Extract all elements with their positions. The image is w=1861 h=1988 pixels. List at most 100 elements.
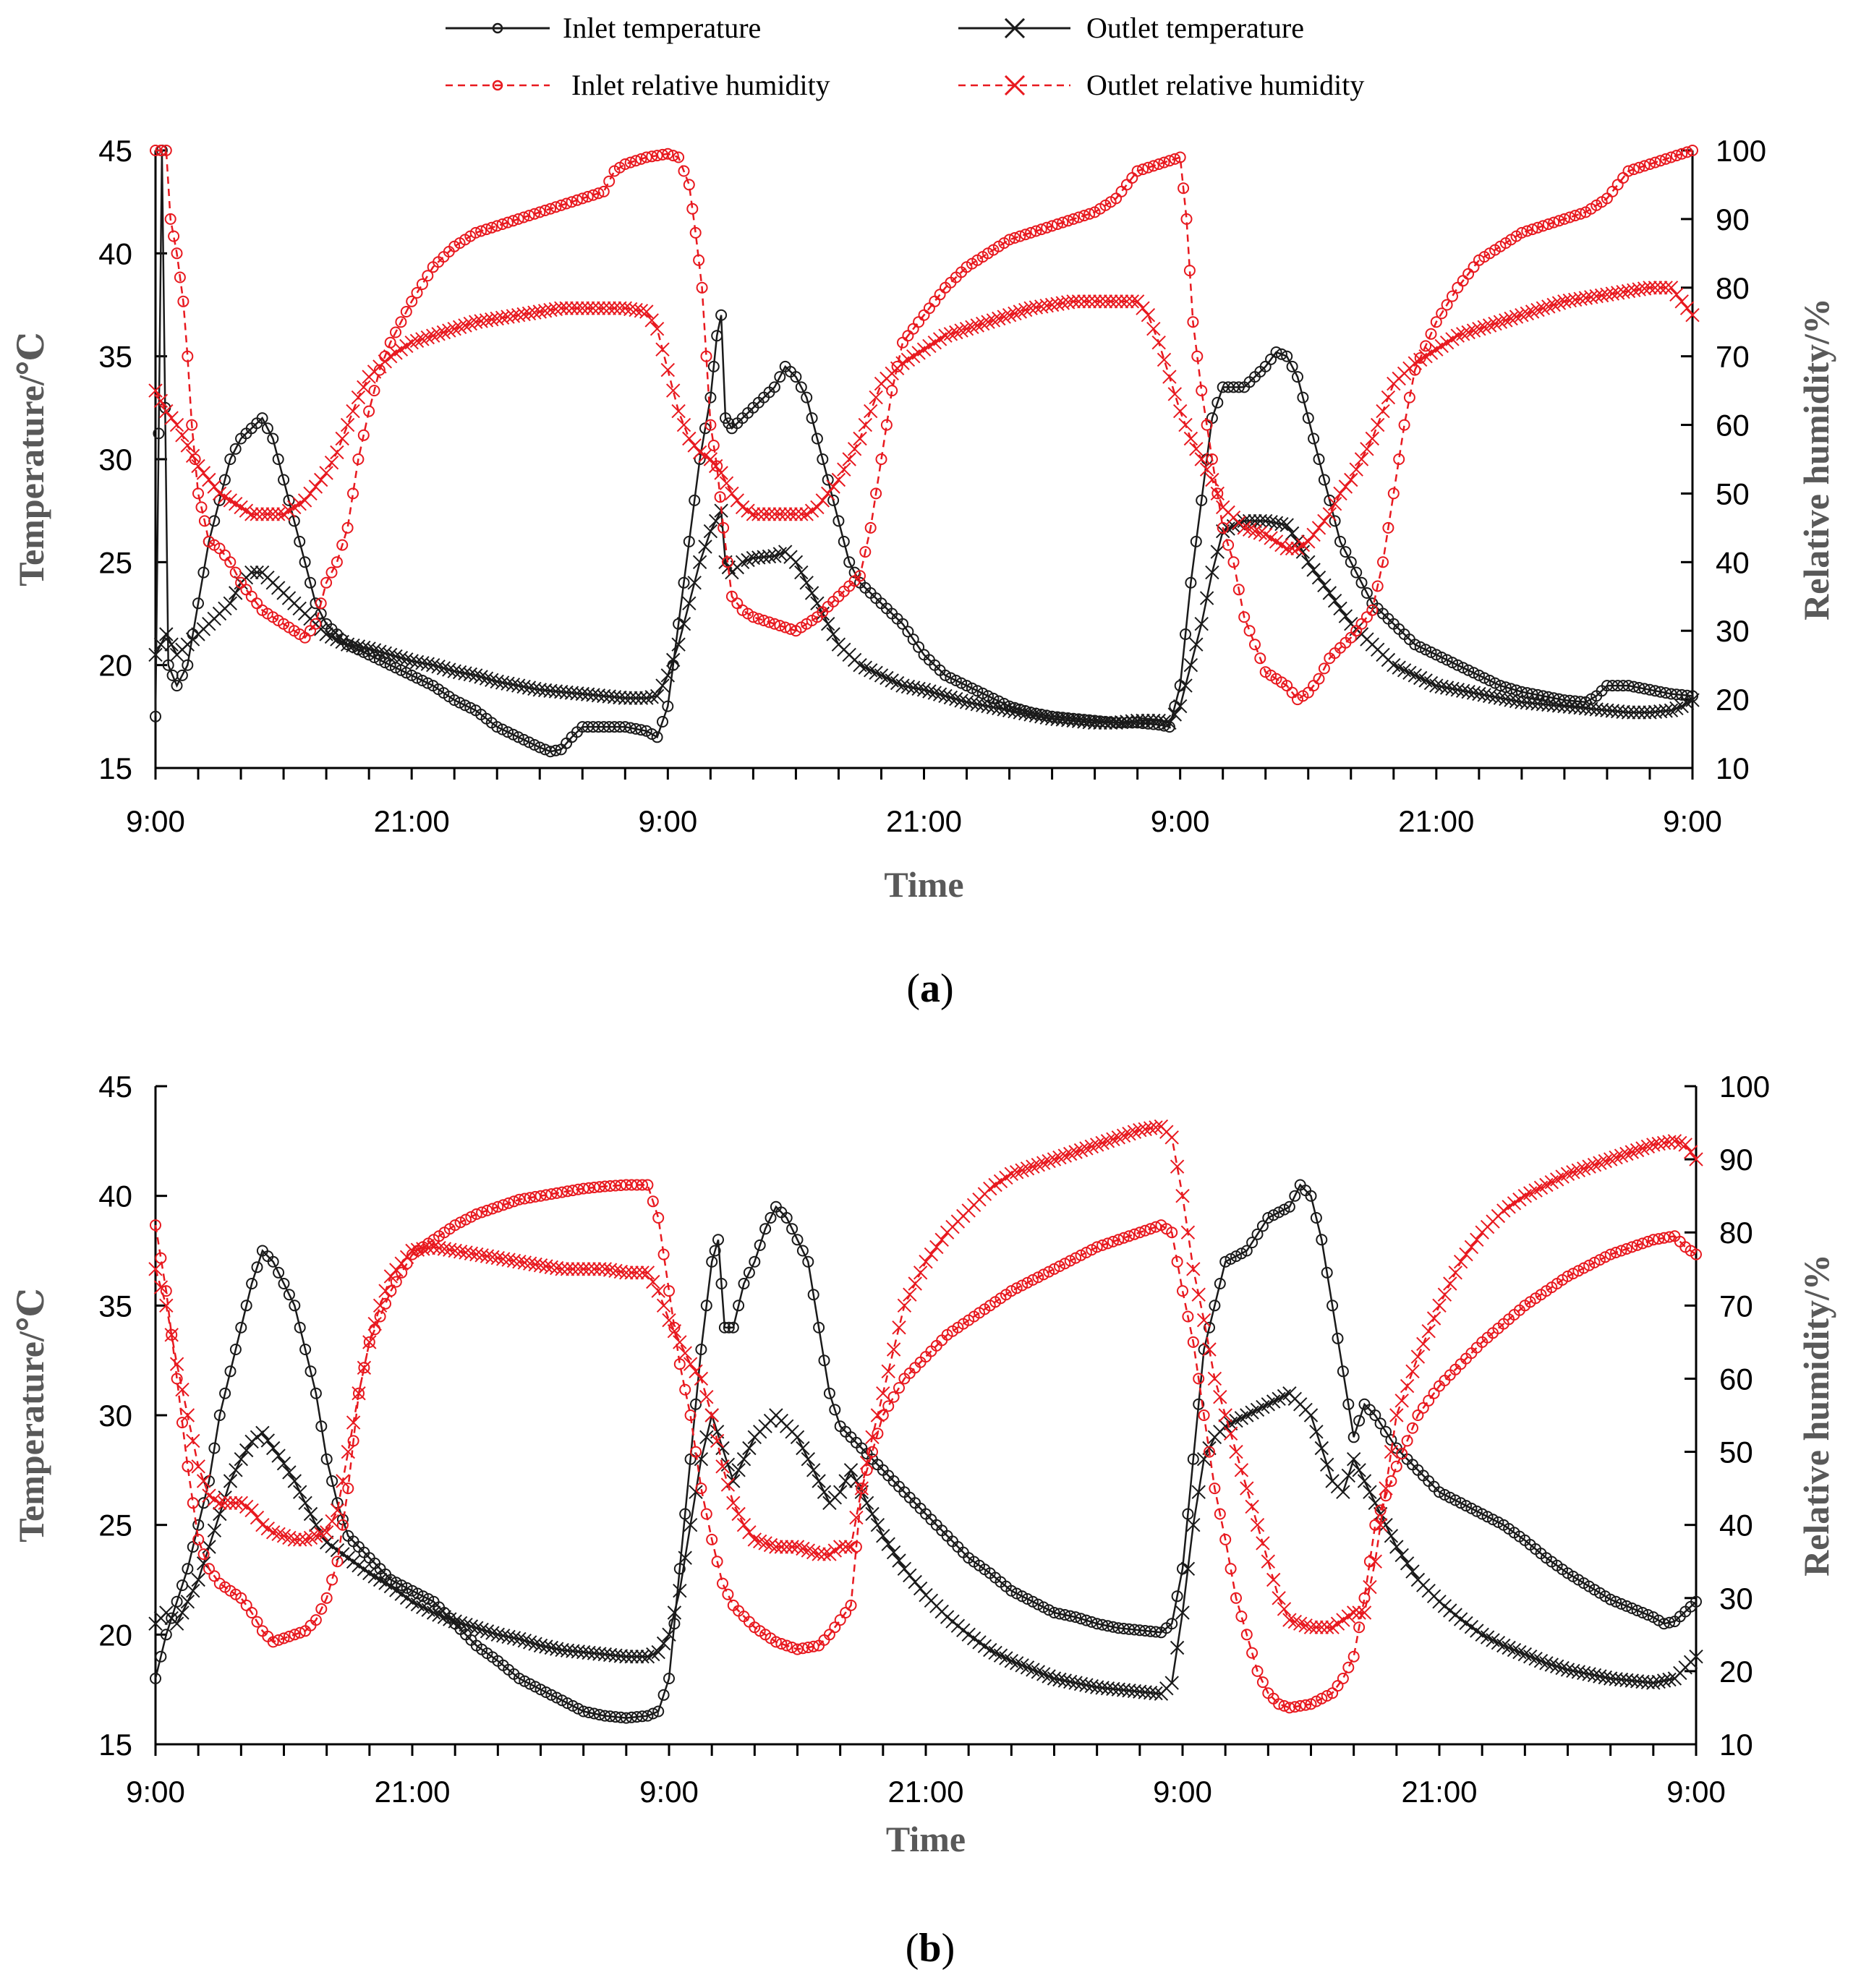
y-tick-label-left: 25 [98, 545, 132, 579]
data-point [335, 431, 349, 446]
data-point [722, 556, 733, 568]
data-point [586, 301, 600, 315]
data-point [875, 453, 887, 465]
data-point [1681, 146, 1693, 158]
x-tick-label: 9:00 [1153, 1775, 1212, 1809]
data-point [1567, 1268, 1579, 1280]
data-point [1373, 1517, 1388, 1532]
data-point [1654, 686, 1666, 698]
data-point [673, 1335, 687, 1349]
data-point [513, 1193, 525, 1206]
data-point [657, 1248, 670, 1260]
x-tick-label: 9:00 [126, 1775, 185, 1809]
data-point [1679, 301, 1695, 315]
data-point [357, 380, 371, 395]
data-point [673, 1583, 687, 1598]
data-point [1324, 494, 1336, 506]
data-point [1654, 155, 1666, 167]
data-point [244, 565, 259, 580]
data-point [665, 383, 681, 398]
data-point [271, 507, 286, 521]
data-point [1576, 1161, 1591, 1176]
data-point [630, 155, 642, 167]
data-point [758, 1536, 772, 1550]
data-point [239, 1443, 254, 1458]
data-point [818, 1355, 830, 1367]
data-point [1314, 1620, 1329, 1634]
data-point [711, 460, 723, 472]
data-point [683, 179, 695, 191]
data-point [1187, 316, 1199, 328]
data-point [762, 549, 777, 564]
data-point [1407, 1422, 1418, 1434]
data-point [1146, 321, 1161, 336]
data-point [1349, 462, 1363, 477]
data-point [548, 302, 563, 317]
data-point [1667, 1134, 1682, 1148]
data-point [1019, 229, 1031, 241]
data-point [1191, 1485, 1206, 1499]
data-point [372, 1298, 388, 1313]
data-point [550, 201, 562, 213]
legend-item-inlet-relative-humidity: Inlet relative humidity [446, 69, 830, 101]
data-point [832, 515, 845, 527]
data-point [378, 1284, 393, 1298]
data-point [646, 150, 658, 163]
data-point [870, 487, 882, 500]
data-point [812, 1474, 826, 1488]
y-tick-label-left: 45 [98, 1070, 132, 1104]
y-axis-title-right: Relative humidity/% [1796, 1254, 1836, 1577]
data-point [294, 1626, 306, 1639]
data-point [700, 1508, 712, 1520]
data-point [1021, 1593, 1034, 1605]
data-point [887, 1391, 900, 1403]
data-point [1537, 220, 1549, 232]
data-point [347, 487, 359, 500]
data-point [1425, 328, 1437, 340]
data-point [802, 1255, 814, 1268]
data-point [187, 1541, 199, 1553]
data-point [707, 440, 720, 451]
data-point [422, 677, 434, 689]
data-point [1275, 348, 1287, 360]
data-point [436, 325, 451, 340]
data-point [690, 1398, 702, 1410]
data-point [842, 452, 856, 466]
data-point [229, 1463, 243, 1477]
data-point [1133, 1226, 1146, 1239]
data-point [897, 1298, 912, 1313]
data-point [175, 1382, 189, 1397]
data-point [1326, 1687, 1339, 1699]
data-point [832, 1540, 848, 1554]
data-point [1441, 654, 1453, 666]
data-point [1520, 306, 1535, 321]
y-axis-title-right: Relative humidity/% [1796, 298, 1836, 620]
data-point [1664, 1616, 1675, 1629]
data-point [1196, 1451, 1211, 1467]
data-point [1390, 1460, 1402, 1472]
data-point [260, 1433, 276, 1448]
data-point [416, 278, 428, 290]
data-point [1528, 1651, 1543, 1666]
data-point [1164, 1130, 1179, 1145]
data-point [153, 427, 165, 440]
data-point [1093, 715, 1107, 730]
data-point [1347, 1650, 1360, 1663]
data-point [289, 1300, 301, 1312]
data-point [1032, 1271, 1044, 1284]
data-point [535, 1684, 547, 1696]
data-point [313, 472, 328, 487]
data-point [367, 643, 382, 657]
data-point [582, 191, 594, 202]
series-inlet-relative-humidity [150, 145, 1698, 706]
data-point [324, 455, 339, 470]
data-point [629, 691, 643, 705]
data-point [1100, 1134, 1115, 1148]
data-point [1075, 1249, 1087, 1261]
data-point [271, 1527, 286, 1542]
data-point [1569, 210, 1581, 222]
data-point [678, 1550, 692, 1565]
data-point [454, 1216, 467, 1229]
data-point [817, 453, 829, 465]
data-point [1186, 1262, 1201, 1276]
